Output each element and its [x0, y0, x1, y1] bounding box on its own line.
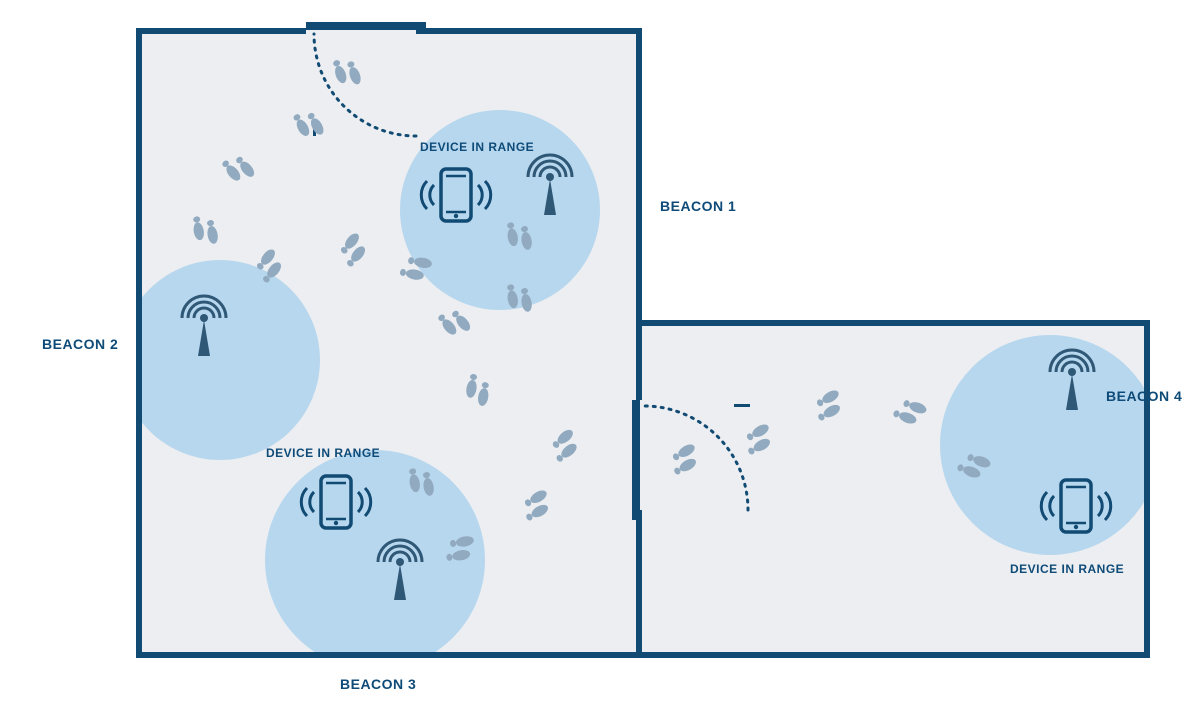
device-1-label: DEVICE IN RANGE — [420, 140, 534, 154]
beacon-1-icon — [550, 185, 551, 186]
device-3-label: DEVICE IN RANGE — [266, 446, 380, 460]
device-3-icon — [336, 502, 337, 503]
beacon-4-icon — [1072, 380, 1073, 381]
footprints-layer — [0, 0, 1200, 700]
beacon-3-label: BEACON 3 — [340, 676, 416, 692]
beacon-1-label: BEACON 1 — [660, 198, 736, 214]
beacon-3-icon — [400, 570, 401, 571]
beacon-2-icon — [204, 326, 205, 327]
device-1-icon — [456, 195, 457, 196]
device-4-label: DEVICE IN RANGE — [1010, 562, 1124, 576]
device-4-icon — [1076, 506, 1077, 507]
beacon-4-label: BEACON 4 — [1106, 388, 1182, 404]
diagram-stage: BEACON 1 BEACON 2 BEACON 3 BEACON 4 DEVI… — [0, 0, 1200, 700]
beacon-2-label: BEACON 2 — [42, 336, 118, 352]
